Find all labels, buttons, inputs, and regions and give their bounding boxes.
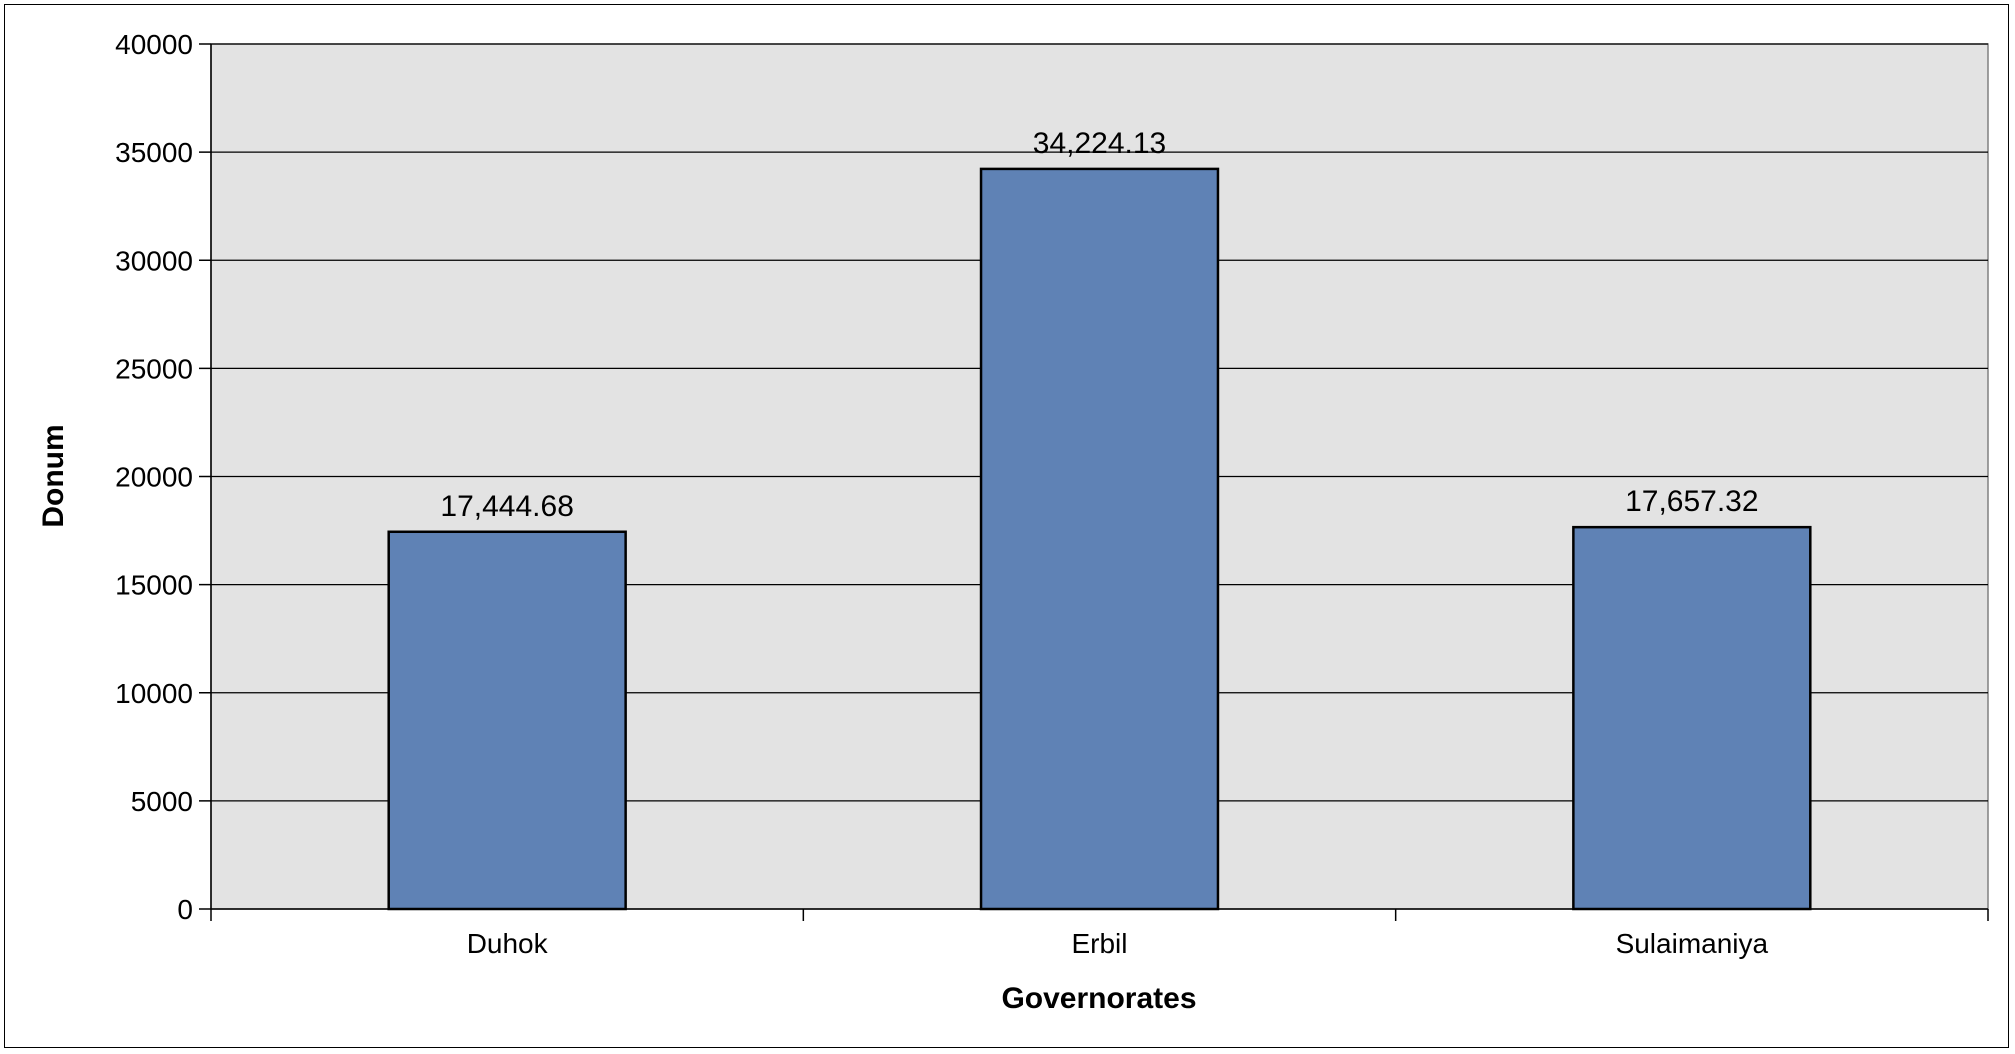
y-tick-label-35000: 35000 bbox=[115, 137, 193, 168]
y-tick-label-10000: 10000 bbox=[115, 678, 193, 709]
data-label-sulaimaniya: 17,657.32 bbox=[1625, 485, 1758, 518]
bar-sulaimaniya[interactable] bbox=[1572, 525, 1812, 911]
y-tick-label-20000: 20000 bbox=[115, 462, 193, 493]
y-tick-label-25000: 25000 bbox=[115, 353, 193, 384]
data-label-erbil: 34,224.13 bbox=[1033, 127, 1166, 160]
data-label-duhok: 17,444.68 bbox=[440, 490, 573, 523]
y-tick-label-0: 0 bbox=[177, 894, 193, 925]
y-tick-label-15000: 15000 bbox=[115, 570, 193, 601]
axes bbox=[199, 43, 1989, 921]
chart-frame: 0 5000 10000 15000 20000 25000 30000 35000 40000… bbox=[4, 4, 2009, 1048]
bar-duhok[interactable] bbox=[387, 530, 627, 911]
x-tick-label-sulaimaniya: Sulaimaniya bbox=[1616, 928, 1769, 959]
y-tick-label-40000: 40000 bbox=[115, 29, 193, 60]
labels: 0 5000 10000 15000 20000 25000 30000 35000 40000… bbox=[115, 29, 1768, 959]
x-tick-label-erbil: Erbil bbox=[1071, 928, 1127, 959]
bars bbox=[387, 167, 1812, 911]
bar-chart: 0 5000 10000 15000 20000 25000 30000 35000 40000… bbox=[37, 29, 1989, 1015]
x-axis-title: Governorates bbox=[1001, 982, 1196, 1015]
y-axis-title: Donum bbox=[37, 424, 70, 527]
x-tick-label-duhok: Duhok bbox=[467, 928, 549, 959]
bar-erbil[interactable] bbox=[979, 167, 1220, 911]
y-tick-label-5000: 5000 bbox=[131, 786, 193, 817]
y-tick-label-30000: 30000 bbox=[115, 245, 193, 276]
